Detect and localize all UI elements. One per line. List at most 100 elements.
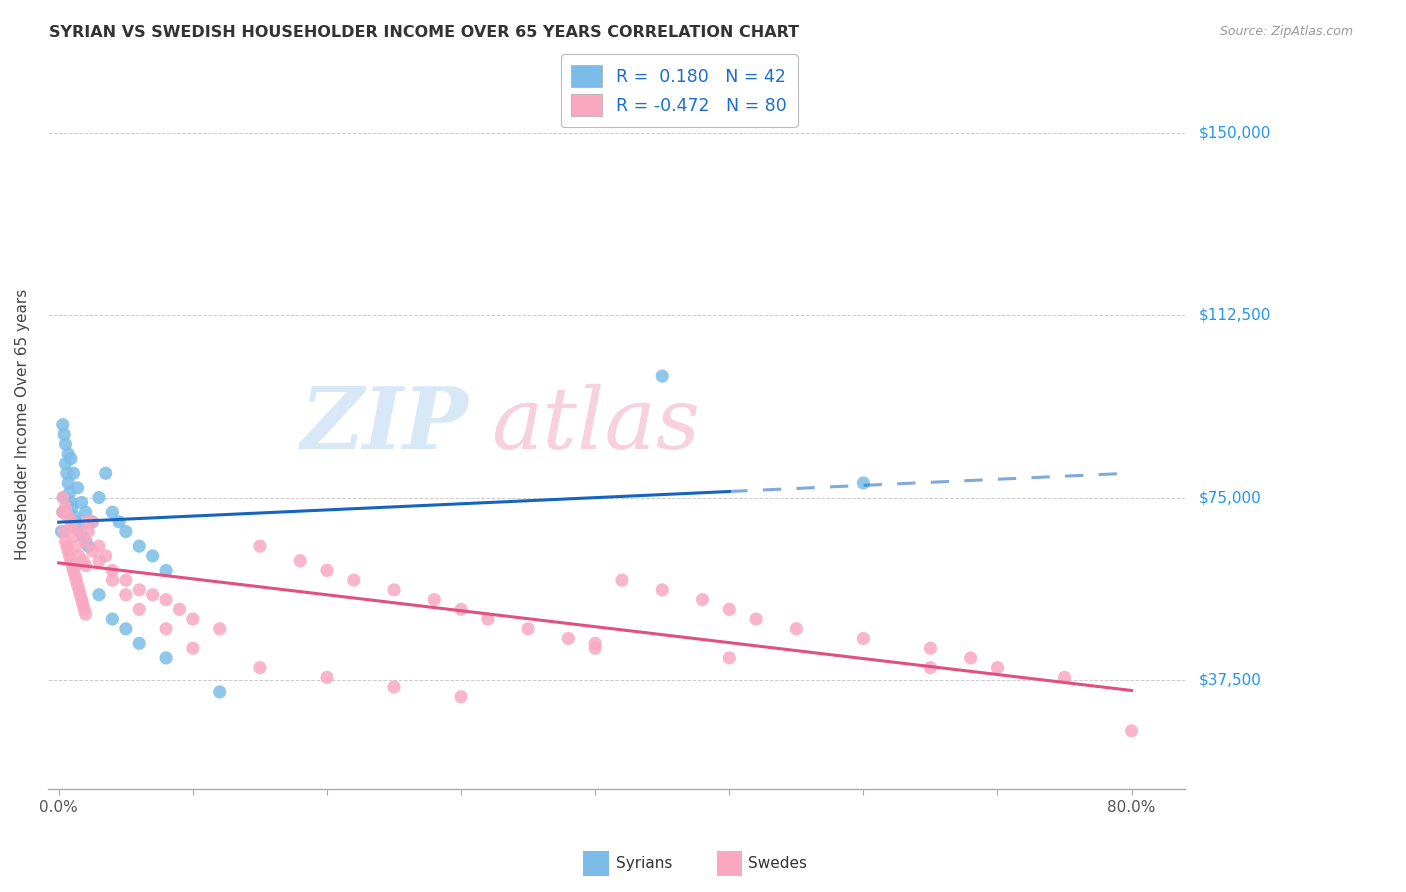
Point [76,515,98,529]
Point [785,622,807,636]
Point [94,549,117,563]
Point [87,539,110,553]
Point [72,529,94,543]
Point [67,519,90,533]
Point [53,524,76,539]
Legend: R =  0.180   N = 42, R = -0.472   N = 80: R = 0.180 N = 42, R = -0.472 N = 80 [561,54,797,127]
Point [65,515,87,529]
Point [75,607,97,622]
Point [55,534,77,549]
Point [108,515,131,529]
Point [87,588,110,602]
Y-axis label: Householder Income Over 65 years: Householder Income Over 65 years [15,289,30,560]
Point [66,481,89,495]
Text: $112,500: $112,500 [1199,308,1271,323]
Point [450,690,472,704]
Point [82,515,104,529]
Point [450,602,472,616]
Point [67,524,90,539]
Point [114,622,136,636]
Point [56,544,79,558]
Point [382,680,405,694]
Point [82,515,104,529]
Point [70,495,93,509]
Point [60,515,83,529]
Point [208,622,231,636]
Text: Syrians: Syrians [616,856,672,871]
Text: ZIP: ZIP [301,383,468,467]
Point [55,457,77,471]
Point [249,660,271,674]
Point [169,602,191,616]
Point [65,539,87,553]
Point [75,505,97,519]
Point [75,534,97,549]
Point [920,660,942,674]
Point [651,369,673,384]
Point [62,564,84,578]
Point [128,539,150,553]
Point [249,539,271,553]
Point [288,554,311,568]
Point [316,670,339,684]
Point [67,549,90,563]
Point [52,505,75,519]
Point [65,573,87,587]
Point [1121,723,1143,738]
Point [73,602,96,616]
Point [56,510,79,524]
Point [55,500,77,515]
Point [52,491,75,505]
Text: $75,000: $75,000 [1199,490,1261,505]
Point [128,582,150,597]
Point [343,573,366,587]
Point [114,573,136,587]
Point [852,632,875,646]
Point [101,564,124,578]
Point [59,519,82,533]
Point [56,447,79,461]
Point [63,568,86,582]
Point [77,539,100,553]
Point [128,636,150,650]
Point [155,592,177,607]
Point [59,554,82,568]
Point [56,475,79,490]
Point [651,582,673,597]
Point [142,549,165,563]
Point [1053,670,1076,684]
Point [75,558,97,573]
Point [477,612,499,626]
Point [82,544,104,558]
Point [114,524,136,539]
Point [382,582,405,597]
Point [583,641,606,656]
Point [745,612,768,626]
Text: SYRIAN VS SWEDISH HOUSEHOLDER INCOME OVER 65 YEARS CORRELATION CHART: SYRIAN VS SWEDISH HOUSEHOLDER INCOME OVE… [49,25,800,40]
Point [60,500,83,515]
Point [59,495,82,509]
Point [58,485,80,500]
Point [101,505,124,519]
Point [852,475,875,490]
Point [87,491,110,505]
Point [181,641,204,656]
Point [959,651,981,665]
Point [52,417,75,432]
Text: $150,000: $150,000 [1199,126,1271,141]
Point [142,588,165,602]
Point [101,612,124,626]
Point [55,437,77,451]
Point [986,660,1008,674]
Point [155,651,177,665]
Point [557,632,579,646]
Point [69,524,91,539]
Point [67,582,90,597]
Point [52,505,75,519]
Point [56,539,79,553]
Point [59,451,82,466]
Point [53,491,76,505]
Point [53,427,76,442]
Point [87,554,110,568]
Text: Source: ZipAtlas.com: Source: ZipAtlas.com [1219,25,1353,38]
